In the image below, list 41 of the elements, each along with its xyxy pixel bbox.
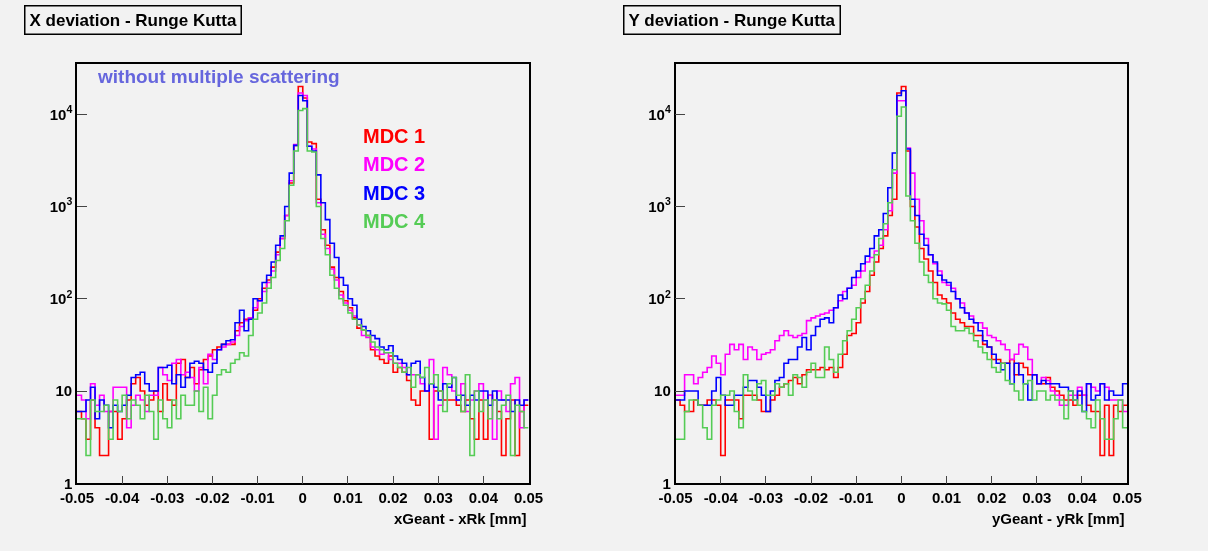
x-tick-label: -0.03 xyxy=(150,489,185,507)
x-tick-label: 0 xyxy=(897,489,906,507)
x-tick-label: 0.02 xyxy=(378,489,408,507)
x-tick-label: 0.03 xyxy=(1022,489,1052,507)
y-tick-label: 10$^{4}$ xyxy=(49,103,73,123)
x-tick-label: 0.05 xyxy=(1112,489,1142,507)
chart-title: Y deviation - Runge Kutta xyxy=(628,10,836,30)
x-axis-title: yGeant - yRk [mm] xyxy=(992,510,1125,527)
y-tick-label: 10 xyxy=(654,382,671,400)
x-tick-label: 0.01 xyxy=(333,489,363,507)
x-tick-label: 0.05 xyxy=(513,489,544,507)
x-tick-label: 0.03 xyxy=(423,489,453,507)
chart-title: X deviation - Runge Kutta xyxy=(29,10,237,30)
y-tick-label: 10$^{2}$ xyxy=(49,287,73,308)
x-tick-label: -0.02 xyxy=(793,489,829,507)
y-tick-label: 1 xyxy=(662,474,671,492)
x-axis-title: xGeant - xRk [mm] xyxy=(394,510,527,527)
series-label: MDC 4 xyxy=(363,210,427,232)
y-tick-label: 10 xyxy=(55,382,73,400)
x-tick-label: -0.04 xyxy=(105,489,140,507)
annotation: without multiple scattering xyxy=(97,66,340,87)
x-tick-label: -0.04 xyxy=(703,489,739,507)
x-tick-label: 0.01 xyxy=(931,489,962,507)
x-tick-label: -0.01 xyxy=(240,489,275,507)
y-tick-label: 10$^{4}$ xyxy=(648,103,671,123)
text: MDC 1 xyxy=(363,125,426,147)
x-tick-label: -0.05 xyxy=(59,489,95,507)
x-tick-label: 0 xyxy=(298,489,307,507)
y-tick-label: 10$^{3}$ xyxy=(49,195,73,215)
x-tick-label: 0.04 xyxy=(1067,489,1098,507)
y-tick-label: 10$^{2}$ xyxy=(648,287,671,308)
y-tick-label: 1 xyxy=(63,474,73,492)
x-tick-label: 0.02 xyxy=(977,489,1007,507)
x-tick-label: -0.02 xyxy=(195,489,230,507)
text: MDC 2 xyxy=(363,153,426,175)
x-tick-label: -0.01 xyxy=(839,489,874,507)
series-label: MDC 3 xyxy=(363,182,426,204)
x-tick-label: -0.03 xyxy=(748,489,783,507)
x-tick-label: 0.04 xyxy=(468,489,499,507)
y-tick-label: 10$^{3}$ xyxy=(648,195,671,215)
x-tick-label: -0.05 xyxy=(658,489,693,507)
